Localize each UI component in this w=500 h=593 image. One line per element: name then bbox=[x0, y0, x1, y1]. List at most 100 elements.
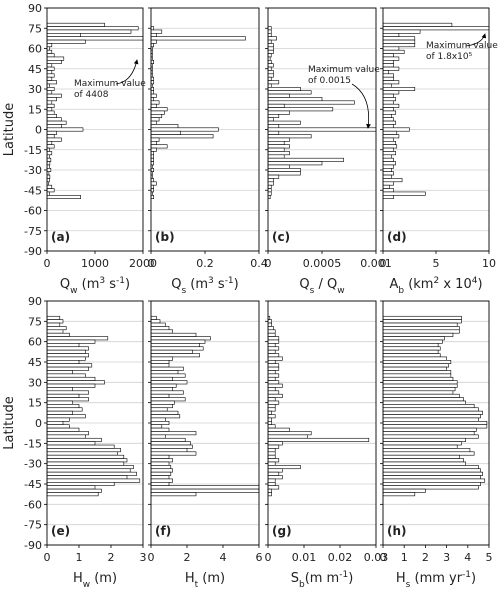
x-axis-title-part: 3 bbox=[208, 276, 214, 286]
bar bbox=[383, 80, 400, 85]
x-axis-title-part: Q bbox=[171, 277, 181, 292]
bar bbox=[268, 451, 276, 456]
x-axis-title: Qs / Qw bbox=[299, 277, 344, 296]
bar bbox=[383, 191, 426, 196]
bar bbox=[383, 43, 416, 48]
y-tick-label: 45 bbox=[28, 356, 42, 369]
x-axis-title-part: b bbox=[398, 286, 404, 296]
x-axis-title-part: -1 bbox=[225, 276, 234, 286]
x-tick-label: 1 bbox=[76, 551, 83, 564]
panel-label: (c) bbox=[272, 230, 290, 244]
bar bbox=[383, 329, 460, 334]
bar bbox=[47, 410, 73, 415]
annotation: Maximum value bbox=[74, 79, 146, 89]
bars bbox=[383, 22, 489, 199]
bar bbox=[268, 154, 285, 159]
x-tick-label: 4 bbox=[220, 551, 227, 564]
y-tick-label: 30 bbox=[28, 376, 42, 389]
bar bbox=[151, 468, 173, 473]
bar bbox=[268, 427, 290, 432]
bar bbox=[383, 178, 403, 183]
bar bbox=[268, 332, 276, 337]
bar bbox=[268, 97, 323, 102]
x-axis-title: Ht (m) bbox=[185, 571, 225, 590]
bar bbox=[268, 329, 276, 334]
bar bbox=[47, 437, 102, 442]
bar bbox=[383, 387, 456, 392]
bar bbox=[47, 471, 137, 476]
bar bbox=[151, 141, 157, 145]
bar bbox=[47, 380, 105, 385]
bar bbox=[47, 461, 125, 466]
bar bbox=[383, 437, 466, 442]
bar bbox=[151, 336, 211, 341]
x-tick-label: 2 bbox=[108, 551, 115, 564]
x-tick-label: 0 bbox=[380, 551, 387, 564]
annotation-arrow bbox=[115, 59, 139, 85]
x-axis-title-part: H bbox=[73, 571, 83, 586]
x-axis-title-part: ) bbox=[348, 571, 353, 586]
bar bbox=[268, 414, 276, 419]
y-tick-label: 0 bbox=[35, 124, 42, 137]
bar bbox=[268, 431, 312, 436]
bar bbox=[383, 100, 394, 105]
bar bbox=[383, 174, 392, 179]
bar bbox=[383, 370, 452, 375]
bar bbox=[151, 421, 170, 425]
x-axis-title-part: x 10 bbox=[439, 277, 472, 292]
bar bbox=[383, 468, 481, 473]
bar bbox=[47, 451, 118, 456]
bar bbox=[151, 33, 157, 37]
bar bbox=[268, 90, 312, 95]
bar bbox=[47, 60, 62, 64]
bar bbox=[383, 322, 458, 327]
bar bbox=[383, 76, 394, 81]
bar bbox=[151, 492, 197, 497]
bar bbox=[151, 349, 193, 354]
bar bbox=[47, 400, 73, 405]
bar bbox=[47, 137, 62, 142]
bar bbox=[151, 390, 184, 395]
bar bbox=[268, 404, 276, 409]
bar bbox=[47, 103, 55, 108]
bar bbox=[383, 363, 450, 368]
bar bbox=[268, 393, 283, 398]
bar bbox=[268, 441, 283, 446]
bar bbox=[268, 410, 272, 415]
bar bbox=[268, 478, 276, 483]
bar bbox=[151, 404, 173, 409]
bar bbox=[383, 404, 475, 409]
bar bbox=[151, 107, 168, 112]
bars bbox=[151, 26, 246, 199]
bar bbox=[268, 444, 280, 449]
bar bbox=[47, 370, 73, 375]
bar bbox=[47, 353, 89, 358]
bar bbox=[268, 475, 283, 480]
x-axis-title-part: ) bbox=[477, 277, 482, 292]
bar bbox=[47, 29, 132, 34]
x-axis-title-part: (m) bbox=[198, 571, 225, 586]
x-tick-label: 5 bbox=[433, 257, 440, 270]
bar bbox=[151, 451, 197, 456]
bar bbox=[268, 53, 272, 58]
bar bbox=[268, 93, 290, 98]
plot-frame bbox=[382, 300, 490, 546]
bar bbox=[268, 363, 280, 368]
bar bbox=[383, 184, 390, 189]
bar bbox=[268, 319, 272, 324]
bars bbox=[47, 22, 143, 199]
bar bbox=[151, 488, 259, 493]
bar bbox=[268, 114, 280, 118]
bar bbox=[383, 424, 488, 429]
bar bbox=[151, 110, 165, 115]
bar bbox=[47, 49, 53, 54]
y-tick-label: 15 bbox=[28, 103, 42, 116]
bar bbox=[268, 380, 280, 385]
x-tick-label: 3 bbox=[140, 551, 147, 564]
y-tick-label: -45 bbox=[24, 478, 42, 491]
bar bbox=[268, 107, 334, 112]
y-tick-label: -90 bbox=[24, 245, 42, 258]
bar bbox=[268, 448, 276, 453]
bar bbox=[383, 475, 481, 480]
bar bbox=[268, 366, 280, 371]
